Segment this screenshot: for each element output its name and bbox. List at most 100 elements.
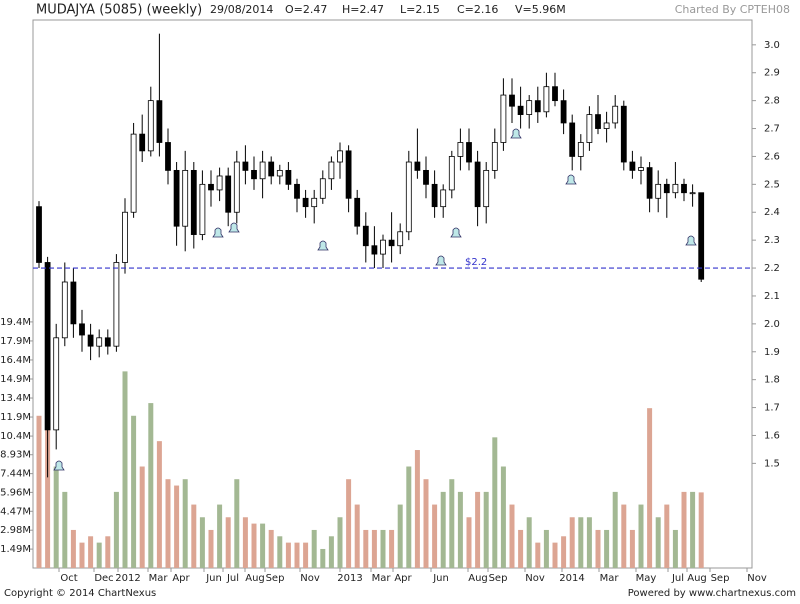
- candle-body: [96, 337, 103, 347]
- volume-bar: [260, 523, 266, 568]
- alert-bell: [228, 222, 240, 233]
- candle-body: [517, 105, 524, 115]
- candle-body: [285, 169, 292, 185]
- volume-bar: [698, 492, 704, 568]
- candle-body: [139, 133, 146, 152]
- x-tick-label: Nov: [300, 573, 320, 584]
- candle-body: [509, 94, 515, 107]
- volume-bar: [303, 542, 309, 568]
- candle-body: [431, 183, 438, 208]
- candle-body: [122, 211, 128, 263]
- x-tick-label: Oct: [60, 573, 77, 584]
- y-tick-label: 2.6: [764, 151, 780, 162]
- y2-tick-label: 2.98M: [0, 525, 31, 536]
- volume-bar: [148, 403, 154, 568]
- y-tick-label: 2.0: [764, 319, 780, 330]
- y2-tick-label: 1.49M: [0, 544, 31, 555]
- volume-bar: [414, 450, 420, 568]
- header-open: O=2.47: [285, 3, 327, 16]
- volume-bar: [621, 504, 627, 568]
- candle-body: [371, 245, 378, 255]
- candle-body: [36, 206, 42, 263]
- volume-bar: [647, 408, 653, 568]
- volume-bar: [62, 491, 68, 568]
- volume-bar: [320, 548, 326, 568]
- x-tick-label: Sep: [489, 573, 508, 584]
- candle-body: [130, 133, 137, 213]
- volume-bar: [457, 491, 463, 568]
- y-tick-label: 1.9: [764, 347, 780, 358]
- volume-bar: [268, 529, 274, 568]
- volume-bar: [578, 517, 584, 568]
- volume-bar: [629, 529, 635, 568]
- candle-body: [79, 323, 85, 336]
- y-tick-label: 2.3: [764, 235, 780, 246]
- y-tick-label: 1.5: [764, 458, 780, 469]
- candle-body: [655, 183, 662, 199]
- x-tick-label: May: [636, 573, 657, 584]
- volume-bar: [285, 542, 291, 568]
- y2-tick-label: 11.9M: [0, 412, 31, 423]
- y-tick-label: 2.5: [764, 179, 780, 190]
- volume-bar: [604, 529, 610, 568]
- volume-bar: [79, 542, 85, 568]
- volume-bar: [432, 504, 438, 568]
- candle-body: [44, 262, 51, 431]
- y2-tick-label: 17.9M: [0, 336, 31, 347]
- y2-tick-label: 4.47M: [0, 506, 31, 517]
- candle-body: [586, 114, 593, 143]
- candle-body: [182, 169, 189, 227]
- alert-bell: [435, 255, 447, 266]
- candle-body: [337, 150, 343, 163]
- candle-body: [173, 169, 180, 227]
- candle-body: [345, 150, 352, 199]
- candle-body: [552, 86, 558, 102]
- volume-bar: [131, 415, 137, 568]
- candle-body: [577, 142, 584, 157]
- volume-bar: [53, 466, 59, 568]
- volume-bar: [475, 491, 481, 568]
- candle-body: [423, 169, 429, 185]
- candle-body: [663, 183, 670, 194]
- x-tick-label: Mar: [372, 573, 392, 584]
- volume-bar: [371, 529, 377, 568]
- volume-bar: [191, 504, 197, 568]
- candle-body: [87, 334, 94, 347]
- candle-body: [294, 183, 300, 199]
- copyright: Copyright © 2014 ChartNexus: [4, 588, 156, 599]
- y-tick-label: 2.9: [764, 68, 780, 79]
- volume-bar: [139, 466, 145, 568]
- candle-body: [474, 161, 481, 208]
- candle-body: [534, 100, 541, 113]
- volume-bar: [449, 479, 455, 568]
- candle-body: [165, 142, 171, 171]
- volume-bar: [199, 517, 205, 568]
- x-tick-label: Nov: [747, 573, 767, 584]
- x-tick-label: 2014: [559, 573, 584, 584]
- volume-bar: [174, 485, 180, 568]
- candle-body: [629, 161, 636, 171]
- y2-tick-label: 5.96M: [0, 487, 31, 498]
- alert-bell: [450, 227, 462, 238]
- candle-body: [104, 337, 111, 347]
- volume-bar: [406, 466, 412, 568]
- volume-bar: [354, 504, 360, 568]
- y2-tick-label: 13.4M: [0, 393, 31, 404]
- volume-bar: [217, 504, 223, 568]
- volume-bar: [208, 529, 214, 568]
- chart-title: MUDAJYA (5085) (weekly): [36, 3, 202, 18]
- volume-bar: [113, 491, 119, 568]
- y-tick-label: 2.2: [764, 263, 780, 274]
- y-tick-label: 3.0: [764, 40, 780, 51]
- candle-body: [560, 100, 567, 124]
- candle-body: [311, 197, 318, 208]
- alert-bell: [565, 174, 577, 185]
- candle-body: [405, 161, 412, 233]
- volume-bar: [337, 517, 343, 568]
- candle-body: [268, 161, 275, 177]
- candle-body: [457, 142, 464, 157]
- volume-bar: [690, 491, 696, 568]
- volume-bar: [277, 536, 283, 568]
- candle-body: [70, 281, 77, 325]
- volume-bar: [88, 536, 94, 568]
